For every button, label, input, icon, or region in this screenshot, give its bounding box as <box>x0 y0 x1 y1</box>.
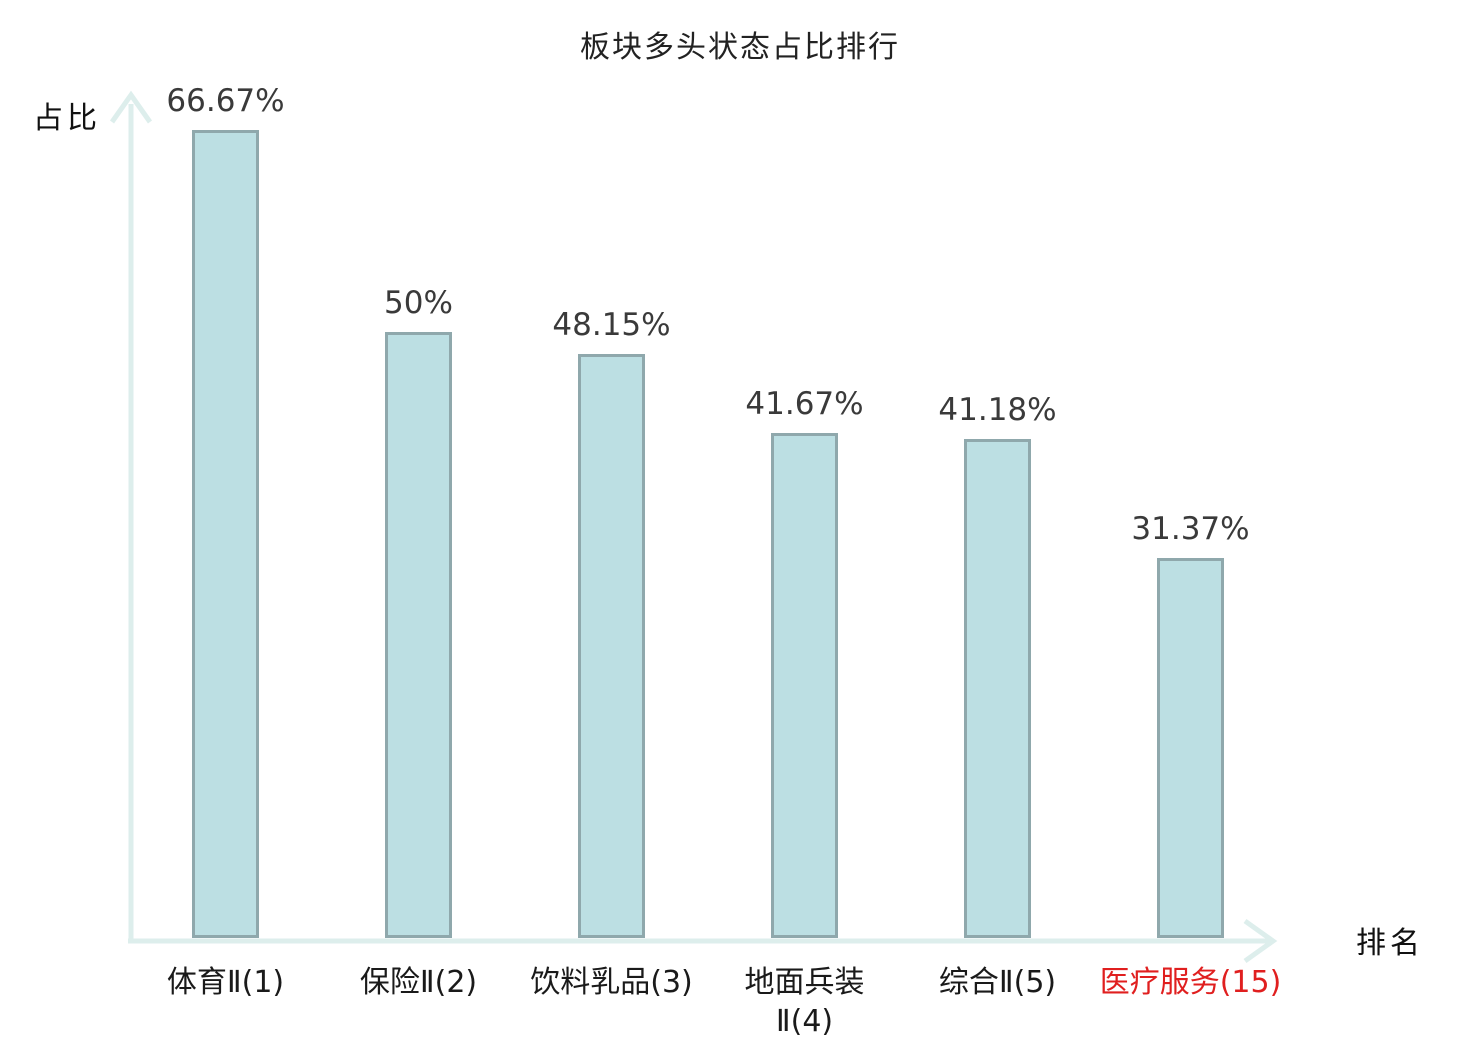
bar-value-label: 41.67% <box>745 386 864 422</box>
x-axis-label: 排名 <box>1356 926 1424 961</box>
bar-value-label: 50% <box>384 285 453 321</box>
bar-category-label: 综合Ⅱ(5) <box>938 965 1057 1000</box>
chart-title: 板块多头状态占比排行 <box>580 30 900 65</box>
y-axis-label: 占比 <box>33 101 101 136</box>
bar-category-label: 医疗服务(15) <box>1099 965 1282 1000</box>
bar-value-label: 41.18% <box>938 392 1057 428</box>
bar-category-label: 体育Ⅱ(1) <box>166 965 285 1000</box>
bar-category-label: 饮料乳品(3) <box>530 965 693 1000</box>
bar <box>578 354 645 938</box>
bar-category-label: 地面兵装 Ⅱ(4) <box>744 965 865 1039</box>
bar-category-label: 保险Ⅱ(2) <box>359 965 478 1000</box>
bar <box>1157 558 1224 938</box>
bar <box>385 332 452 938</box>
bar <box>771 433 838 938</box>
bar-value-label: 31.37% <box>1131 511 1250 547</box>
bar-value-label: 66.67% <box>166 83 285 119</box>
x-axis-arrow-icon <box>1243 918 1278 964</box>
y-axis-arrow-icon <box>109 90 153 124</box>
bar-value-label: 48.15% <box>552 307 671 343</box>
bar <box>964 439 1031 938</box>
bar <box>192 130 259 938</box>
